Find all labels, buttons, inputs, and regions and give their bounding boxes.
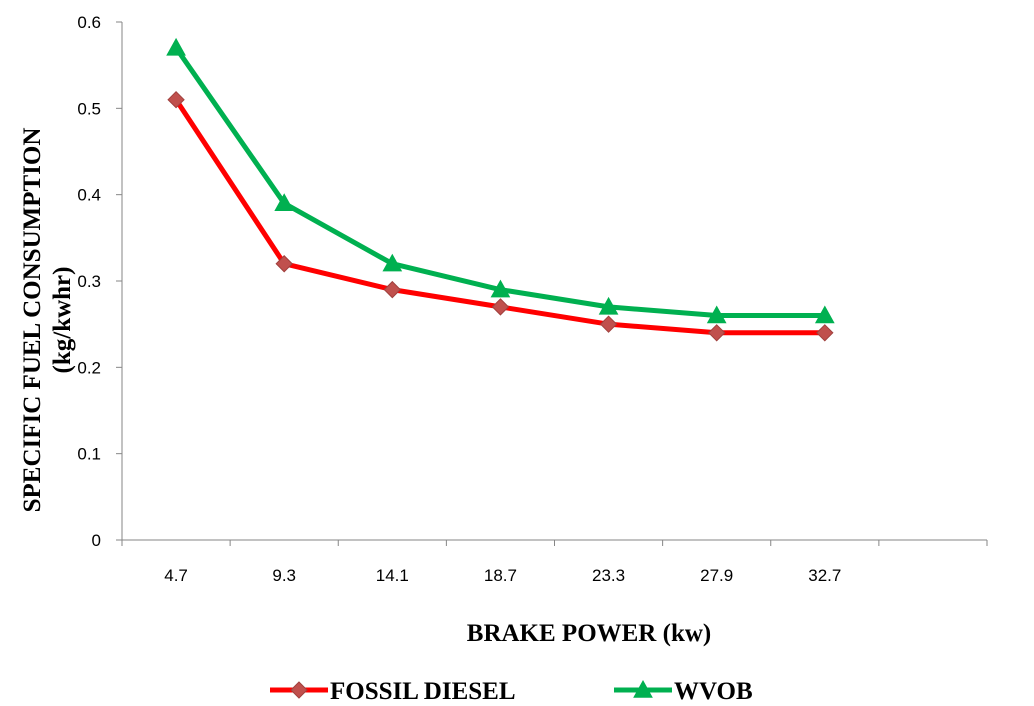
data-point (814, 305, 835, 324)
series-group (166, 37, 835, 342)
data-point (599, 315, 618, 333)
legend-item-1: FOSSIL DIESEL (270, 678, 516, 705)
data-point (598, 296, 619, 315)
y-tick-label: 0.1 (77, 445, 101, 464)
data-point (274, 193, 295, 211)
x-tick-label: 14.1 (376, 566, 409, 585)
x-tick-label: 4.7 (164, 566, 188, 585)
y-tick-label: 0.3 (77, 272, 101, 291)
data-point (491, 298, 510, 316)
data-point (706, 305, 727, 324)
series-line (173, 45, 828, 319)
legend-label: WVOB (674, 678, 753, 705)
data-point (707, 324, 726, 342)
legend-marker (633, 679, 653, 698)
legend-item-2: WVOB (614, 678, 753, 705)
data-point (490, 279, 511, 298)
y-tick-label: 0.6 (77, 13, 101, 32)
series-2 (166, 37, 835, 324)
axes (116, 21, 988, 546)
data-point (816, 324, 834, 342)
legend-label: FOSSIL DIESEL (330, 678, 516, 705)
data-point (382, 253, 403, 272)
y-tick-label: 0 (92, 531, 101, 550)
data-point (275, 255, 293, 273)
y-axis-title-line1: SPECIFIC FUEL CONSUMPTION (19, 128, 46, 513)
series-1 (167, 90, 834, 342)
x-tick-label: 23.3 (592, 566, 625, 585)
data-point (166, 37, 186, 56)
x-tick-label: 18.7 (484, 566, 517, 585)
data-point (383, 280, 402, 299)
y-tick-label: 0.4 (77, 186, 101, 205)
y-axis-title-line2: (kg/kwhr) (49, 267, 76, 374)
legend: FOSSIL DIESEL WVOB (270, 678, 753, 705)
y-tick-label: 0.5 (77, 99, 101, 118)
x-tick-label: 27.9 (700, 566, 733, 585)
x-tick-label: 32.7 (808, 566, 841, 585)
x-tick-labels: 4.7 9.3 14.1 18.7 23.3 27.9 32.7 (164, 566, 841, 585)
y-tick-labels: 0 0.1 0.2 0.3 0.4 0.5 0.6 (77, 13, 101, 550)
x-tick-label: 9.3 (272, 566, 296, 585)
y-tick-label: 0.2 (77, 358, 101, 377)
data-point (167, 90, 185, 109)
x-axis-title: BRAKE POWER (kw) (467, 620, 711, 647)
y-axis-title: SPECIFIC FUEL CONSUMPTION (kg/kwhr) (19, 128, 76, 513)
series-line (173, 97, 828, 336)
legend-marker (290, 681, 308, 699)
